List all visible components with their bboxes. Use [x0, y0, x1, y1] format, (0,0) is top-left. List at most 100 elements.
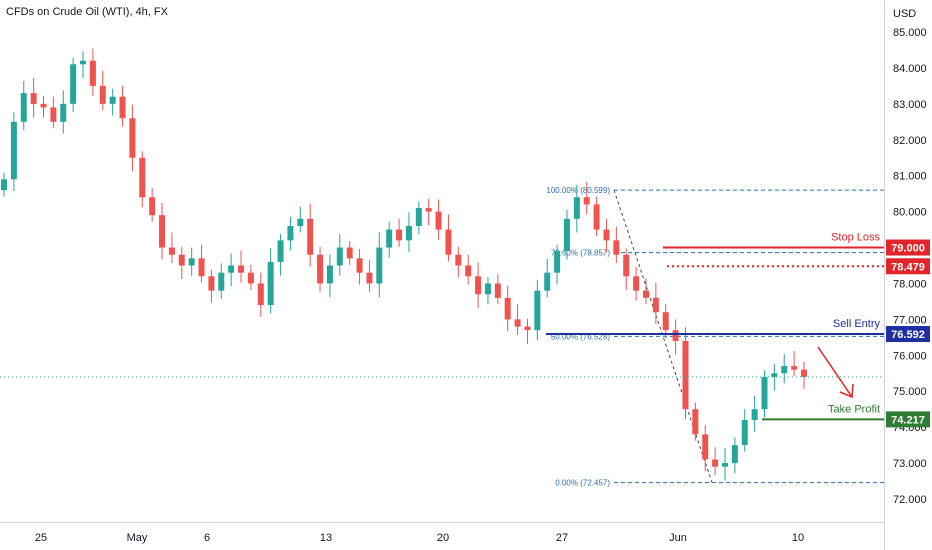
candle[interactable] — [396, 218, 403, 247]
candle[interactable] — [40, 95, 47, 118]
candle-body[interactable] — [662, 312, 669, 331]
candle[interactable] — [642, 278, 649, 305]
candle-body[interactable] — [30, 93, 37, 104]
candle[interactable] — [524, 318, 531, 344]
candle-body[interactable] — [544, 272, 551, 291]
candle-body[interactable] — [405, 225, 412, 241]
candle-body[interactable] — [99, 85, 106, 104]
candle-body[interactable] — [603, 229, 610, 241]
candle-body[interactable] — [307, 218, 314, 255]
candle[interactable] — [228, 253, 235, 287]
candle-body[interactable] — [475, 276, 482, 295]
candle-body[interactable] — [741, 419, 748, 446]
candle-body[interactable] — [247, 272, 254, 284]
candle[interactable] — [494, 274, 501, 305]
candle[interactable] — [119, 85, 126, 127]
candle-body[interactable] — [40, 103, 47, 108]
candle-body[interactable] — [1, 179, 7, 191]
candle[interactable] — [297, 206, 304, 233]
candle[interactable] — [129, 104, 136, 172]
candle[interactable] — [218, 263, 225, 299]
candle[interactable] — [1, 172, 7, 197]
candle[interactable] — [573, 185, 580, 233]
candle[interactable] — [801, 361, 807, 389]
candle[interactable] — [257, 272, 264, 317]
candle[interactable] — [89, 48, 96, 96]
candle-body[interactable] — [633, 276, 640, 291]
candle-body[interactable] — [731, 445, 738, 464]
candle[interactable] — [475, 262, 482, 308]
candle-body[interactable] — [721, 463, 728, 467]
candle[interactable] — [198, 244, 205, 283]
candle[interactable] — [682, 327, 689, 420]
candle-body[interactable] — [583, 197, 590, 205]
candle[interactable] — [30, 77, 37, 118]
candle-body[interactable] — [682, 340, 689, 410]
candlestick-series[interactable] — [0, 48, 884, 481]
candle-body[interactable] — [277, 240, 284, 262]
candle[interactable] — [465, 254, 472, 285]
candle-body[interactable] — [218, 272, 225, 291]
candle-body[interactable] — [593, 204, 600, 230]
candle-body[interactable] — [652, 297, 659, 313]
candle-body[interactable] — [297, 218, 304, 226]
candle-body[interactable] — [336, 247, 343, 266]
candle[interactable] — [238, 250, 245, 283]
candle[interactable] — [751, 395, 758, 432]
candle-body[interactable] — [425, 208, 432, 212]
candle[interactable] — [652, 282, 659, 325]
candle-body[interactable] — [396, 229, 403, 241]
candle[interactable] — [326, 254, 333, 298]
candle-body[interactable] — [70, 64, 77, 104]
candle-body[interactable] — [208, 276, 215, 291]
candle-body[interactable] — [129, 118, 136, 158]
candle[interactable] — [712, 447, 719, 475]
candle-body[interactable] — [771, 373, 778, 377]
candle-body[interactable] — [326, 265, 333, 284]
candle-body[interactable] — [376, 247, 383, 284]
candle[interactable] — [692, 402, 699, 441]
candle-body[interactable] — [10, 121, 17, 180]
candle-body[interactable] — [178, 254, 185, 266]
candle[interactable] — [386, 221, 393, 258]
candle-body[interactable] — [109, 96, 116, 104]
candle-body[interactable] — [613, 240, 620, 255]
candle[interactable] — [534, 279, 541, 341]
candle-body[interactable] — [119, 96, 126, 119]
candle[interactable] — [514, 304, 521, 335]
candle-body[interactable] — [672, 330, 679, 341]
candle[interactable] — [781, 353, 788, 384]
candle-body[interactable] — [168, 247, 175, 255]
candle[interactable] — [346, 241, 353, 265]
candle[interactable] — [208, 269, 215, 303]
candle-body[interactable] — [149, 197, 156, 216]
candle[interactable] — [139, 151, 146, 208]
candle-body[interactable] — [692, 409, 699, 435]
time-axis[interactable]: 25 May 6 13 20 27 Jun 10 — [35, 532, 804, 544]
candle-body[interactable] — [159, 215, 166, 248]
candle[interactable] — [159, 202, 166, 260]
candle[interactable] — [317, 246, 324, 292]
candle-body[interactable] — [50, 107, 57, 122]
candle-body[interactable] — [563, 218, 570, 252]
candle[interactable] — [583, 182, 590, 215]
candle-body[interactable] — [642, 290, 649, 298]
candle-body[interactable] — [712, 459, 719, 467]
candle[interactable] — [267, 248, 274, 314]
candle[interactable] — [178, 246, 185, 280]
candle[interactable] — [149, 187, 156, 222]
candle[interactable] — [731, 437, 738, 474]
candle-body[interactable] — [623, 254, 630, 277]
candle-body[interactable] — [554, 251, 561, 273]
candle[interactable] — [623, 248, 630, 290]
candle[interactable] — [613, 226, 620, 263]
candle-body[interactable] — [228, 265, 235, 273]
candle[interactable] — [721, 447, 728, 481]
candle[interactable] — [70, 57, 77, 113]
candle[interactable] — [336, 233, 343, 276]
candle[interactable] — [109, 88, 116, 116]
candle[interactable] — [356, 248, 363, 285]
trade-levels[interactable]: Stop Loss Sell Entry Take Profit — [546, 232, 884, 421]
candle-body[interactable] — [257, 283, 264, 306]
candle-body[interactable] — [465, 265, 472, 277]
